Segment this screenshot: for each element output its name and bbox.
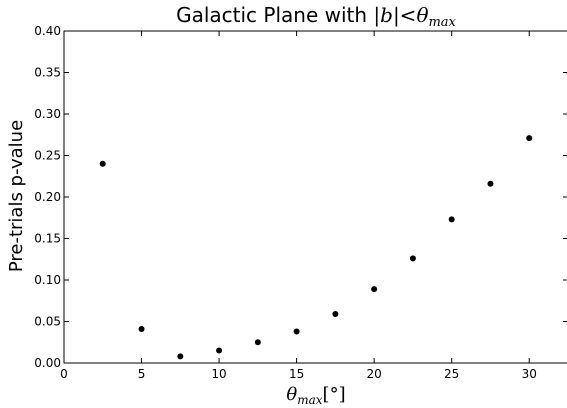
y-tick-label: 0.35 (34, 66, 61, 80)
data-point (487, 180, 494, 187)
data-point (526, 135, 533, 142)
y-tick-label: 0.10 (34, 273, 61, 287)
chart-title-math: |b|<θ (373, 3, 428, 28)
data-point (254, 339, 261, 346)
axis-tick-labels: 0 5 10 15 20 25 30 0.00 0.05 0.10 0.15 0.20 0.25 0.30… (34, 24, 537, 381)
data-point (99, 160, 106, 167)
data-point (138, 325, 145, 332)
data-point (177, 353, 184, 360)
x-tick-label: 5 (138, 367, 146, 381)
data-point (332, 311, 339, 318)
data-point (216, 347, 223, 354)
x-tick-label: 30 (522, 367, 537, 381)
plot-frame (63, 30, 567, 364)
y-tick-label: 0.20 (34, 190, 61, 204)
data-point (371, 286, 378, 293)
y-tick-label: 0.30 (34, 107, 61, 121)
y-tick-label: 0.25 (34, 149, 61, 163)
chart-title-math-subscript: max (428, 15, 456, 30)
data-point (409, 255, 416, 262)
x-tick-label: 0 (60, 367, 68, 381)
y-tick-label: 0.00 (34, 356, 61, 370)
chart-title-text: Galactic Plane with (176, 3, 373, 27)
data-point (448, 216, 455, 223)
y-tick-label: 0.15 (34, 232, 61, 246)
x-tick-label: 20 (367, 367, 382, 381)
x-tick-label: 15 (289, 367, 304, 381)
x-axis-label-subscript: max (297, 393, 323, 407)
y-tick-label: 0.05 (34, 315, 61, 329)
x-tick-label: 25 (444, 367, 459, 381)
x-tick-label: 10 (211, 367, 226, 381)
x-axis-label-unit: [°] (323, 384, 346, 405)
y-axis-label: Pre-trials p-value (6, 120, 27, 272)
x-axis-label: θmax[°] (286, 384, 345, 407)
chart-title: Galactic Plane with |b|<θmax (176, 3, 456, 30)
data-point (293, 328, 300, 335)
y-tick-label: 0.40 (34, 24, 61, 38)
data-points (99, 135, 533, 360)
axis-ticks (63, 30, 567, 364)
x-axis-label-symbol: θ (286, 384, 297, 405)
